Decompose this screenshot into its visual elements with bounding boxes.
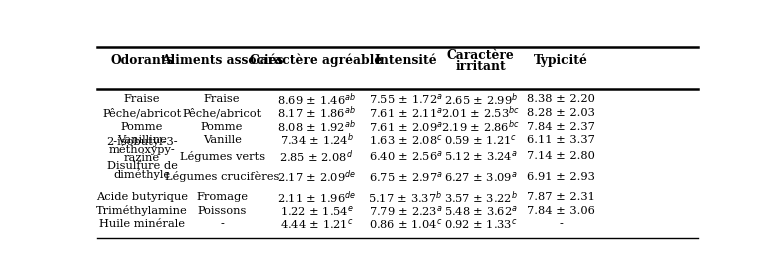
Text: 3.57 ± 3.22$^{b}$: 3.57 ± 3.22$^{b}$ <box>444 189 518 206</box>
Text: Acide butyrique: Acide butyrique <box>96 192 188 202</box>
Text: Légumes verts: Légumes verts <box>179 151 265 162</box>
Text: 6.11 ± 3.37: 6.11 ± 3.37 <box>528 135 595 145</box>
Text: 6.91 ± 2.93: 6.91 ± 2.93 <box>528 172 595 182</box>
Text: Pêche/abricot: Pêche/abricot <box>102 108 182 118</box>
Text: 6.40 ± 2.56$^{a}$: 6.40 ± 2.56$^{a}$ <box>369 149 442 163</box>
Text: 8.08 ± 1.92$^{ab}$: 8.08 ± 1.92$^{ab}$ <box>277 118 356 135</box>
Text: Fromage: Fromage <box>196 192 248 202</box>
Text: 7.87 ± 2.31: 7.87 ± 2.31 <box>528 192 595 202</box>
Text: Pomme: Pomme <box>201 122 244 132</box>
Text: Fraise: Fraise <box>204 94 241 104</box>
Text: Typicité: Typicité <box>535 54 588 67</box>
Text: 7.14 ± 2.80: 7.14 ± 2.80 <box>528 151 595 161</box>
Text: 2.65 ± 2.99$^{b}$: 2.65 ± 2.99$^{b}$ <box>444 91 518 108</box>
Text: diméthyle: diméthyle <box>113 169 171 179</box>
Text: Intensité: Intensité <box>374 54 437 67</box>
Text: Vanilline: Vanilline <box>117 135 167 145</box>
Text: 4.44 ± 1.21$^{c}$: 4.44 ± 1.21$^{c}$ <box>279 218 353 232</box>
Text: 5.12 ± 3.24$^{a}$: 5.12 ± 3.24$^{a}$ <box>444 149 518 163</box>
Text: 7.34 ± 1.24$^{b}$: 7.34 ± 1.24$^{b}$ <box>279 132 354 148</box>
Text: 7.84 ± 3.06: 7.84 ± 3.06 <box>528 206 595 216</box>
Text: 2.85 ± 2.08$^{d}$: 2.85 ± 2.08$^{d}$ <box>279 148 354 165</box>
Text: 6.75 ± 2.97$^{a}$: 6.75 ± 2.97$^{a}$ <box>369 170 442 184</box>
Text: 8.69 ± 1.46$^{ab}$: 8.69 ± 1.46$^{ab}$ <box>277 91 356 108</box>
Text: Caractère agréable: Caractère agréable <box>251 54 383 67</box>
Text: -: - <box>559 219 563 229</box>
Text: razine: razine <box>124 153 160 162</box>
Text: 1.22 ± 1.54$^{e}$: 1.22 ± 1.54$^{e}$ <box>279 204 353 218</box>
Text: Disulfure de: Disulfure de <box>106 161 178 171</box>
Text: irritant: irritant <box>456 59 506 73</box>
Text: 7.79 ± 2.23$^{a}$: 7.79 ± 2.23$^{a}$ <box>369 204 442 218</box>
Text: 8.38 ± 2.20: 8.38 ± 2.20 <box>528 94 595 104</box>
Text: 7.61 ± 2.09$^{a}$: 7.61 ± 2.09$^{a}$ <box>369 119 442 133</box>
Text: -: - <box>220 219 224 229</box>
Text: 7.84 ± 2.37: 7.84 ± 2.37 <box>528 122 595 132</box>
Text: 2-isobutyl-3-: 2-isobutyl-3- <box>106 136 178 147</box>
Text: méthoxypy-: méthoxypy- <box>109 144 175 155</box>
Text: Triméthylamine: Triméthylamine <box>96 205 188 216</box>
Text: Pêche/abricot: Pêche/abricot <box>182 108 262 118</box>
Text: 8.17 ± 1.86$^{ab}$: 8.17 ± 1.86$^{ab}$ <box>277 105 356 121</box>
Text: 6.27 ± 3.09$^{a}$: 6.27 ± 3.09$^{a}$ <box>444 170 518 184</box>
Text: 5.17 ± 3.37$^{b}$: 5.17 ± 3.37$^{b}$ <box>369 189 442 206</box>
Text: Fraise: Fraise <box>124 94 161 104</box>
Text: 8.28 ± 2.03: 8.28 ± 2.03 <box>528 108 595 118</box>
Text: 2.11 ± 1.96$^{de}$: 2.11 ± 1.96$^{de}$ <box>277 189 356 206</box>
Text: 5.48 ± 3.62$^{a}$: 5.48 ± 3.62$^{a}$ <box>444 204 518 218</box>
Text: 1.63 ± 2.08$^{c}$: 1.63 ± 2.08$^{c}$ <box>369 133 442 147</box>
Text: Aliments associés: Aliments associés <box>161 54 283 67</box>
Text: 7.61 ± 2.11$^{a}$: 7.61 ± 2.11$^{a}$ <box>369 106 442 120</box>
Text: 0.59 ± 1.21$^{c}$: 0.59 ± 1.21$^{c}$ <box>444 133 518 147</box>
Text: Huile minérale: Huile minérale <box>99 219 185 229</box>
Text: 2.19 ± 2.86$^{bc}$: 2.19 ± 2.86$^{bc}$ <box>442 118 520 135</box>
Text: 2.01 ± 2.53$^{bc}$: 2.01 ± 2.53$^{bc}$ <box>442 105 520 121</box>
Text: 7.55 ± 1.72$^{a}$: 7.55 ± 1.72$^{a}$ <box>369 92 442 106</box>
Text: Poissons: Poissons <box>197 206 247 216</box>
Text: Odorants: Odorants <box>110 54 174 67</box>
Text: 0.86 ± 1.04$^{c}$: 0.86 ± 1.04$^{c}$ <box>369 218 442 232</box>
Text: Vanille: Vanille <box>203 135 241 145</box>
Text: 2.17 ± 2.09$^{de}$: 2.17 ± 2.09$^{de}$ <box>277 169 356 185</box>
Text: Pomme: Pomme <box>121 122 163 132</box>
Text: Légumes crucifères: Légumes crucifères <box>165 171 279 182</box>
Text: 0.92 ± 1.33$^{c}$: 0.92 ± 1.33$^{c}$ <box>444 218 518 232</box>
Text: Caractère: Caractère <box>447 49 514 62</box>
